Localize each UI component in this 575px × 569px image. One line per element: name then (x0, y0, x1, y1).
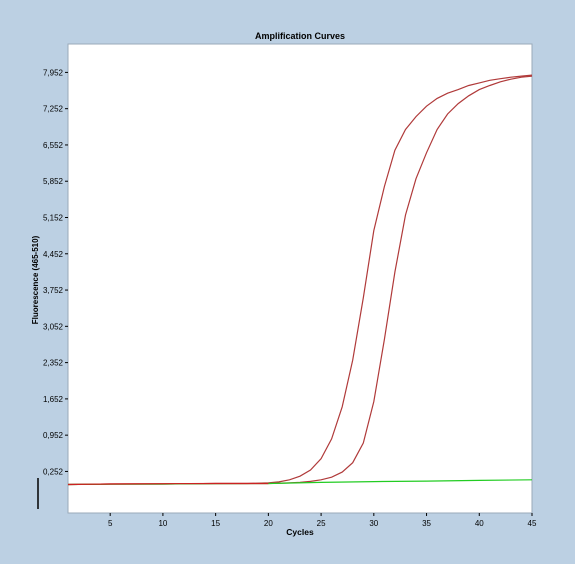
series-line-4 (67, 482, 269, 486)
y-tick-label: 4,452 (43, 250, 64, 259)
y-tick-label: 6,552 (43, 141, 64, 150)
x-axis-ticks: 5 10 15 20 25 30 35 40 45 (108, 513, 537, 528)
y-tick-label: 0,952 (43, 431, 64, 440)
series-layer (67, 74, 533, 486)
y-tick-label: 0,252 (43, 467, 64, 476)
x-tick-label: 40 (475, 519, 484, 528)
x-tick-label: 45 (528, 519, 537, 528)
x-tick-label: 30 (369, 519, 378, 528)
y-axis-ticks: 0,252 0,952 1,652 2,352 3,052 3,752 4,452 5,152… (43, 68, 68, 476)
y-tick-label: 5,852 (43, 177, 64, 186)
x-tick-label: 15 (211, 519, 220, 528)
x-tick-label: 25 (317, 519, 326, 528)
x-tick-label: 35 (422, 519, 431, 528)
x-tick-label: 20 (264, 519, 273, 528)
x-axis-label: Cycles (286, 527, 314, 537)
chart-title: Amplification Curves (255, 31, 345, 41)
y-tick-label: 3,752 (43, 286, 64, 295)
y-tick-label: 1,652 (43, 395, 64, 404)
x-tick-label: 5 (108, 519, 113, 528)
x-tick-label: 10 (158, 519, 167, 528)
y-tick-label: 2,352 (43, 359, 64, 368)
y-axis-label: Fluorescence (465-510) (31, 235, 40, 324)
plot-area (67, 43, 533, 514)
y-tick-label: 7,252 (43, 105, 64, 114)
y-tick-label: 7,952 (43, 68, 64, 77)
y-tick-label: 3,052 (43, 322, 64, 331)
y-tick-label: 5,152 (43, 214, 64, 223)
